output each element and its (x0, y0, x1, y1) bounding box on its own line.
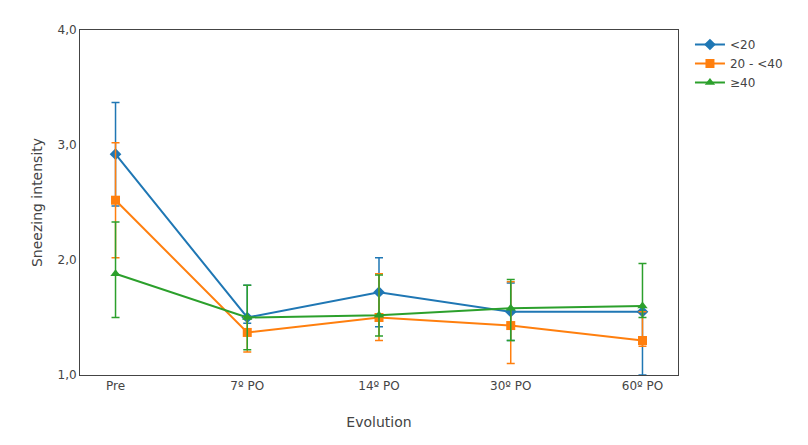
svg-text:4,0: 4,0 (58, 23, 77, 37)
svg-text:60º PO: 60º PO (622, 379, 663, 393)
svg-text:20 - <40: 20 - <40 (730, 57, 783, 71)
svg-text:<20: <20 (730, 38, 755, 52)
svg-text:1,0: 1,0 (58, 368, 77, 382)
svg-text:30º PO: 30º PO (490, 379, 531, 393)
svg-text:7º PO: 7º PO (230, 379, 264, 393)
svg-text:14º PO: 14º PO (358, 379, 399, 393)
svg-text:2,0: 2,0 (58, 253, 77, 267)
svg-text:Sneezing intensity: Sneezing intensity (29, 138, 45, 267)
svg-text:Evolution: Evolution (346, 414, 411, 430)
svg-text:Pre: Pre (106, 379, 125, 393)
svg-text:3,0: 3,0 (58, 138, 77, 152)
svg-text:≥40: ≥40 (730, 76, 755, 90)
